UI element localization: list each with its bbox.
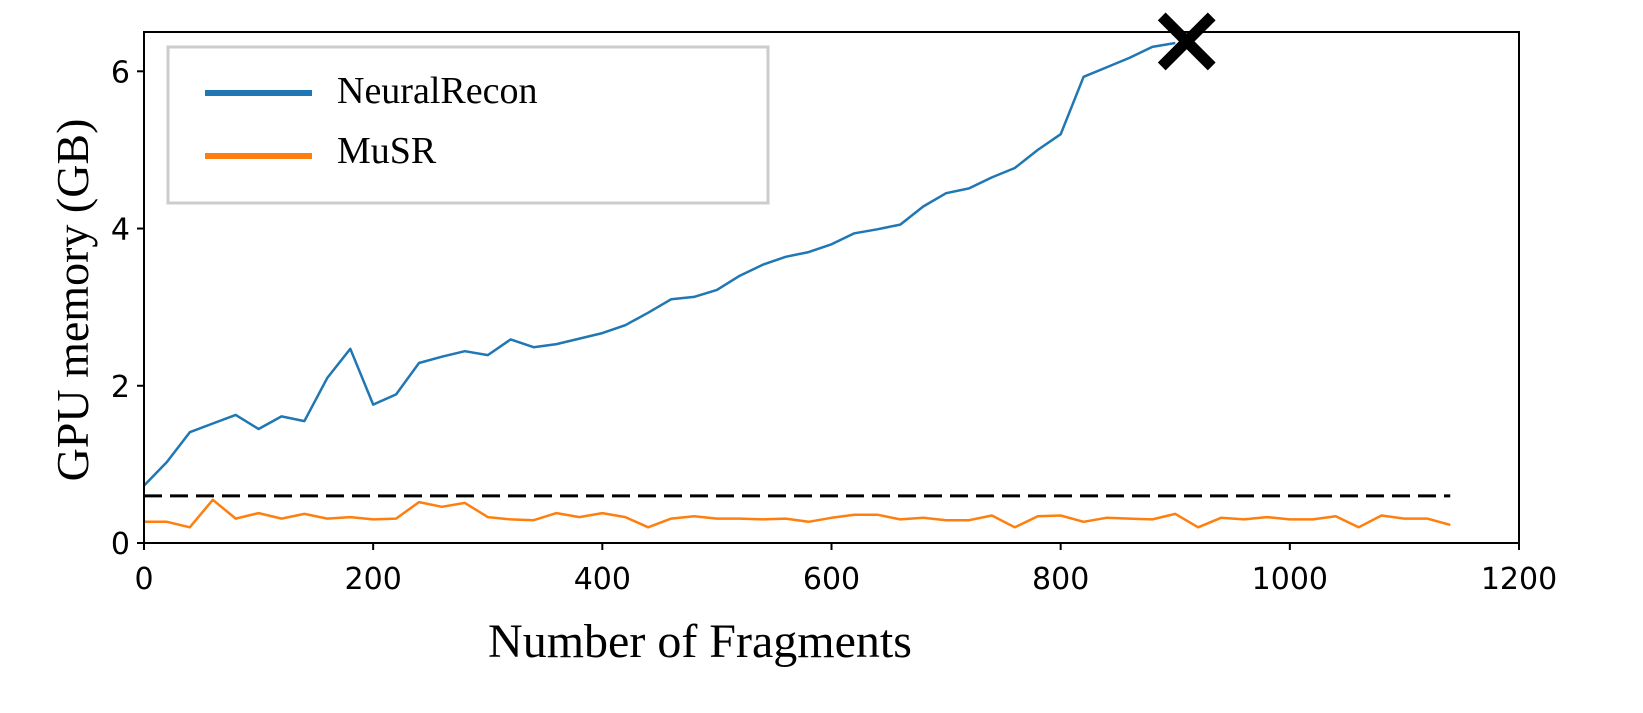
y-tick-label: 0	[111, 527, 130, 562]
y-axis-label: GPU memory (GB)	[47, 119, 98, 482]
x-tick-label: 800	[1032, 562, 1089, 597]
y-tick-label: 2	[111, 370, 130, 405]
out-of-memory-marker	[1157, 12, 1216, 71]
series-layer	[143, 41, 1451, 529]
legend: NeuralRecon MuSR	[166, 45, 770, 205]
y-tick-label: 6	[111, 55, 130, 90]
legend-label-musr: MuSR	[337, 130, 437, 172]
x-axis-label: Number of Fragments	[488, 615, 912, 668]
y-tick-label: 4	[111, 213, 130, 248]
x-tick-label: 200	[345, 562, 402, 597]
ticks-layer: 0 200 400 600 800 1000 1200 0 2 4 6	[111, 55, 1557, 597]
x-tick-label: 400	[574, 562, 631, 597]
legend-frame	[166, 45, 770, 205]
legend-label-neuralrecon: NeuralRecon	[337, 70, 537, 112]
series-line-neuralrecon	[143, 41, 1176, 487]
x-tick-label: 1200	[1481, 562, 1557, 597]
x-tick-label: 600	[803, 562, 860, 597]
x-tick-label: 0	[134, 562, 153, 597]
marker-layer	[1157, 12, 1216, 71]
x-tick-label: 1000	[1252, 562, 1328, 597]
series-line-musr	[144, 498, 1451, 529]
